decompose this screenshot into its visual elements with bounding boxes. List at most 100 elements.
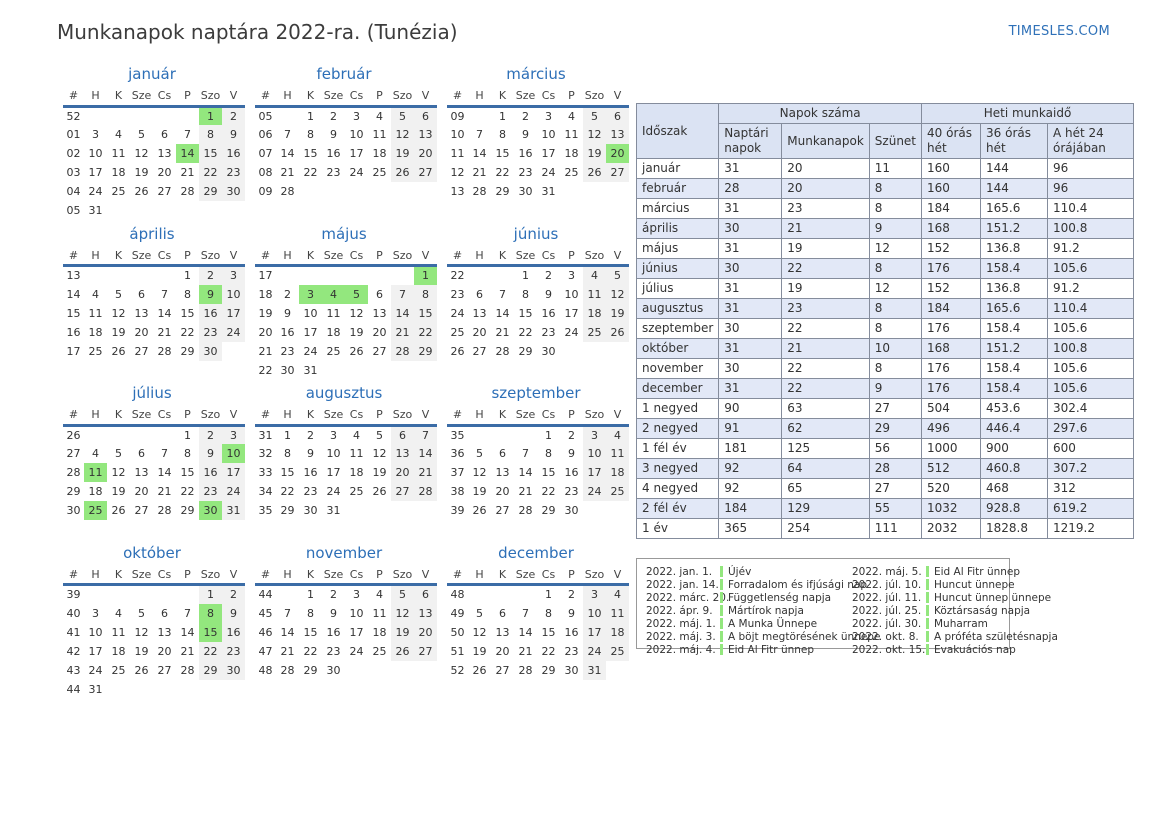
day-cell: 5 (115, 287, 122, 301)
week-number: 40 (66, 606, 81, 620)
day-cell: 24 (349, 166, 364, 179)
empty-cell (368, 361, 391, 380)
holiday-name: Huncut ünnepe (934, 578, 1015, 591)
holiday-name: Függetlenség napja (728, 591, 832, 604)
week-number: 46 (258, 625, 273, 639)
weekday-header: Sze (514, 565, 537, 586)
day-cell: 2 (199, 265, 222, 285)
day-cell: 22 (541, 644, 556, 658)
empty-cell (606, 501, 629, 520)
day-cell: 4 (376, 588, 383, 602)
day-cell: 29 (303, 663, 318, 677)
day-cell: 29 (180, 344, 195, 358)
table-row: április 30 21 9 168 151.2 100.8 (635, 218, 1135, 239)
day-cell: 9 (284, 306, 291, 320)
day-cell: 26 (472, 663, 487, 677)
day-cell: 12 (391, 603, 414, 623)
day-cell: 28 (414, 482, 437, 501)
day-cell: 31 (88, 204, 103, 217)
day-cell: 14 (157, 466, 172, 479)
weekday-header: # (447, 565, 468, 586)
holiday-marker-icon (720, 579, 723, 590)
week-number: 36 (450, 447, 465, 460)
holiday-name: Evakuációs nap (934, 643, 1016, 656)
day-cell: 9 (568, 447, 575, 460)
holiday-name: Forradalom és ifjúsági nap (728, 578, 868, 591)
weekday-header: Cs (153, 406, 176, 427)
day-cell: 30 (280, 363, 295, 377)
legend-col-right: 2022. máj. 5. Eid Al Fitr ünnep 2022. júl.… (852, 565, 1058, 656)
day-cell: 7 (499, 287, 506, 301)
day-cell: 27 (495, 663, 510, 677)
week-number: 13 (66, 269, 81, 283)
day-cell: 6 (476, 287, 483, 301)
week-number: 24 (450, 306, 465, 320)
day-cell: 21 (518, 485, 533, 498)
day-cell: 8 (545, 447, 552, 460)
day-cell: 19 (134, 644, 149, 658)
day-cell: 11 (84, 463, 107, 482)
stat-value: 29 (868, 418, 923, 439)
week-row: 35 29 30 31 (255, 501, 437, 520)
day-cell: 12 (111, 306, 126, 320)
empty-cell (345, 182, 368, 201)
day-cell: 11 (606, 444, 629, 463)
day-cell: 30 (564, 504, 579, 517)
week-row: 29 18 19 20 21 22 23 24 (63, 482, 245, 501)
stat-value: 496 (921, 418, 982, 439)
month-calendar: # H K Sze Cs P Szo V 09 1 2 3 4 5 6 10 7 8 9 10 11 12 13 11 14 15… (447, 87, 629, 201)
week-number: 10 (450, 128, 465, 141)
stat-value: 55 (868, 498, 923, 519)
weekday-header: Szo (391, 406, 414, 427)
day-cell: 30 (541, 344, 556, 358)
week-number: 22 (258, 363, 273, 377)
stat-value: 176 (921, 378, 982, 399)
day-cell: 15 (199, 144, 222, 163)
day-cell: 16 (222, 622, 245, 642)
holiday-entry: 2022. máj. 3. A böjt megtörésének ünnepe (646, 630, 880, 643)
month-title: december (498, 543, 574, 562)
site-link[interactable]: TIMESLES.COM (1008, 24, 1110, 39)
stat-value: 92 (718, 458, 783, 479)
day-cell: 18 (349, 466, 364, 479)
stat-value: 22 (781, 378, 870, 399)
stat-value: 8 (868, 178, 923, 199)
holiday-marker-icon (720, 644, 723, 655)
weekday-header: V (414, 565, 437, 586)
day-cell: 12 (349, 306, 364, 320)
weekday-header: Szo (199, 406, 222, 427)
weekday-header: P (368, 565, 391, 586)
stat-value: 144 (980, 178, 1049, 199)
holiday-name: Eid Al Fitr ünnep (934, 565, 1021, 578)
month-május: május # H K Sze Cs P Szo V 17 1 18 2 3 4 5 6 7 8 19 9 10 11 12 1… (251, 224, 437, 384)
weekday-header: P (368, 246, 391, 267)
day-cell: 19 (134, 166, 149, 179)
day-cell: 22 (414, 322, 437, 342)
empty-cell (107, 201, 130, 220)
day-cell: 21 (414, 463, 437, 482)
weekday-header: # (255, 87, 276, 108)
weekday-header: K (491, 565, 514, 586)
month-title: március (506, 65, 566, 83)
day-cell: 26 (606, 322, 629, 342)
holiday-entry: 2022. máj. 4. Eid Al Fitr ünnep (646, 643, 852, 656)
week-number: 35 (450, 428, 465, 442)
week-row: 27 4 5 6 7 8 9 10 (63, 444, 245, 463)
day-cell: 10 (88, 625, 103, 639)
day-cell: 2 (199, 425, 222, 444)
empty-cell (391, 361, 414, 380)
stat-value: 302.4 (1047, 398, 1135, 419)
weekday-header: Cs (537, 87, 560, 108)
week-number: 23 (450, 287, 465, 301)
week-number: 48 (450, 588, 465, 602)
stat-value: 9 (868, 218, 923, 239)
day-cell: 25 (372, 644, 387, 658)
day-cell: 10 (88, 147, 103, 160)
day-cell: 27 (414, 641, 437, 661)
stat-value: 20 (781, 178, 870, 199)
empty-cell (153, 585, 176, 604)
day-cell: 31 (88, 682, 103, 696)
holiday-marker-icon (720, 566, 723, 577)
weekday-header: H (84, 406, 107, 427)
day-cell: 26 (349, 344, 364, 358)
